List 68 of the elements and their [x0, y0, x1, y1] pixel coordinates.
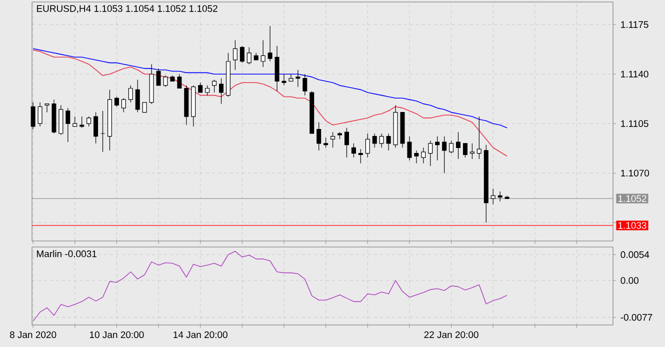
candlestick [428, 140, 433, 166]
candlestick [456, 132, 461, 160]
candlestick [38, 102, 42, 127]
candlestick [330, 132, 336, 148]
candlestick [212, 79, 217, 93]
x-tick-label: 8 Jan 2020 [10, 331, 56, 338]
y-tick-label: -0.0077 [620, 314, 652, 321]
candlestick [205, 85, 210, 96]
y-tick-label: 1.1105 [621, 120, 648, 127]
candlestick [407, 136, 412, 161]
candlestick [177, 74, 182, 89]
candlestick [80, 116, 84, 128]
candlestick [324, 137, 328, 148]
x-tick-label: 14 Jan 20:00 [174, 331, 228, 338]
candlestick [358, 148, 363, 164]
candlestick [442, 136, 447, 174]
candlestick [260, 40, 266, 68]
y-tick-label: 1.1070 [621, 170, 650, 176]
candlestick [386, 133, 391, 151]
candlestick [449, 140, 454, 154]
candlestick [379, 133, 384, 148]
candlestick [240, 46, 244, 64]
candlestick [142, 102, 147, 113]
candlestick [316, 122, 322, 151]
ref-line-label: 1.1052 [618, 195, 646, 202]
candlestick [72, 116, 78, 127]
y-tick-label: 1.1140 [621, 70, 648, 78]
candlestick [351, 143, 356, 158]
candlestick [435, 136, 440, 161]
candlestick [30, 102, 36, 130]
candlestick [365, 133, 370, 158]
candlestick [470, 143, 474, 160]
candlestick [232, 40, 238, 70]
candlestick [246, 46, 252, 65]
y-tick-label: 0.00 [620, 277, 638, 284]
candlestick [121, 98, 126, 113]
candlestick [163, 75, 168, 88]
y-tick-label: 1.1175 [621, 21, 648, 28]
y-tick-label: 0.0054 [620, 251, 650, 258]
x-tick-label: 10 Jan 20:00 [90, 331, 144, 338]
candlestick [372, 133, 377, 148]
candlestick [288, 74, 294, 82]
chart-title: Marlin -0.0031 [36, 250, 96, 258]
candlestick [268, 26, 272, 62]
candlestick [344, 128, 349, 158]
candlestick [44, 104, 50, 113]
candlestick [219, 78, 224, 104]
candlestick [135, 79, 140, 113]
candlestick [296, 70, 300, 88]
candlestick [302, 74, 308, 96]
candlestick [490, 188, 496, 205]
line-series [32, 250, 508, 322]
candlestick [498, 191, 502, 202]
candlestick [156, 68, 161, 86]
candlestick [414, 150, 419, 164]
ref-line-label: 1.1033 [618, 222, 646, 229]
candlestick [66, 108, 70, 142]
candlestick [94, 112, 98, 144]
x-tick-label: 22 Jan 20:00 [424, 331, 478, 338]
candlestick [462, 143, 468, 158]
candlestick [421, 147, 426, 164]
chart-title: EURUSD,H4 1.1053 1.1054 1.1052 1.1052 [36, 5, 218, 14]
candlestick [198, 82, 203, 93]
candlestick [114, 96, 119, 107]
candlestick [476, 116, 482, 160]
candlestick [86, 116, 92, 127]
candlestick [282, 74, 286, 86]
candlestick [128, 85, 133, 103]
